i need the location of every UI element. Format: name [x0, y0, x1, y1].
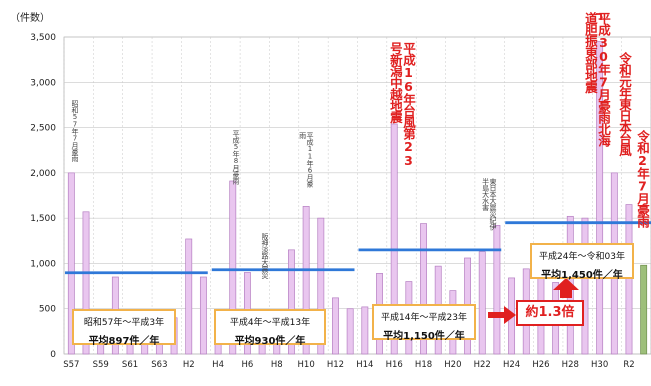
bar-h18: [420, 223, 427, 355]
y-tick-label: 2,000: [30, 169, 56, 179]
y-tick-label: 500: [39, 305, 56, 315]
average-value: 平均1,150件／年: [383, 331, 465, 342]
bar-h12: [332, 297, 339, 355]
average-period: 平成4年～平成13年: [229, 318, 311, 328]
x-tick-label: S59: [93, 360, 109, 370]
average-value: 平均897件／年: [88, 336, 160, 347]
x-tick-label: H8: [271, 360, 283, 370]
x-tick-label: R2: [623, 360, 634, 370]
x-tick-label: H14: [356, 360, 373, 370]
average-box-3: 平成14年～平成23年 平均1,150件／年: [372, 304, 476, 342]
x-tick-label: H18: [415, 360, 432, 370]
bar-h3: [199, 276, 207, 355]
bar-h16: [390, 123, 398, 355]
y-tick-label: 1,000: [30, 259, 56, 269]
average-box-4: 平成24年～令和03年 平均1,450件／年: [530, 243, 634, 281]
x-tick-label: H24: [503, 360, 520, 370]
y-tick-label: 2,500: [30, 124, 56, 134]
annotation-h30: 平成30年7月豪雨北海道胆振東部地震: [582, 12, 611, 146]
x-tick-label: H10: [298, 360, 315, 370]
y-axis-unit-label: （件数）: [10, 13, 50, 24]
annotation-h5: 平成5年8月豪雨: [232, 130, 240, 184]
x-tick-label: H4: [212, 360, 224, 370]
bar-r3: [640, 264, 648, 355]
bar-h11: [317, 217, 325, 355]
average-period: 平成14年～平成23年: [381, 313, 467, 323]
y-tick-label: 0: [50, 350, 56, 360]
annotation-r1: 令和元年東日本台風: [617, 52, 632, 156]
h30-bracket: [596, 13, 602, 20]
average-value: 平均1,450件／年: [541, 270, 623, 281]
y-tick-label: 1,500: [30, 214, 56, 224]
annotation-r2: 令和2年7月豪雨: [635, 130, 650, 227]
bar-h2: [185, 238, 193, 355]
bar-h10: [302, 206, 310, 355]
average-period: 昭和57年～平成3年: [83, 318, 165, 328]
ratio-arrow-right: [488, 306, 516, 324]
x-tick-label: H30: [591, 360, 608, 370]
bar-h14: [361, 306, 369, 355]
x-tick-label: H2: [183, 360, 195, 370]
annotation-s57: 昭和57年7月豪雨: [71, 100, 79, 162]
average-value: 平均930件／年: [234, 336, 306, 347]
x-tick-label: H28: [562, 360, 579, 370]
bar-h30: [596, 41, 604, 355]
x-tick-label: H6: [242, 360, 254, 370]
annotation-hanshin: 阪神淡路大震災: [261, 233, 269, 279]
x-tick-label: H22: [474, 360, 491, 370]
bar-h5: [229, 180, 237, 355]
bar-h22: [478, 251, 486, 355]
average-box-1: 昭和57年～平成3年 平均897件／年: [72, 309, 176, 347]
bar-h23: [493, 225, 501, 355]
x-tick-label: H26: [532, 360, 549, 370]
x-tick-label: H12: [327, 360, 344, 370]
y-tick-label: 3,000: [30, 78, 56, 88]
annotation-h11: 平成11年6月豪雨: [298, 132, 314, 187]
y-tick-label: 3,500: [30, 33, 56, 43]
bar-r2: [625, 204, 633, 355]
bar-h13: [346, 308, 354, 355]
average-box-2: 平成4年～平成13年 平均930件／年: [214, 309, 326, 347]
increase-ratio-label: 約1.3倍: [516, 300, 584, 326]
annotation-h16: 平成16年台風第23号新潟中越地震: [387, 42, 416, 167]
average-period: 平成24年～令和03年: [539, 252, 625, 262]
bar-s58: [82, 211, 90, 355]
x-tick-label: S57: [63, 360, 79, 370]
x-tick-label: S61: [122, 360, 138, 370]
x-tick-label: H16: [386, 360, 403, 370]
bar-h9: [288, 249, 295, 355]
annotation-h23: 東日本大震災紀伊半島大水害: [481, 178, 497, 230]
bar-s57: [67, 172, 75, 355]
bar-h29: [581, 217, 589, 355]
ratio-arrow-up: [553, 278, 579, 298]
x-tick-label: H20: [444, 360, 461, 370]
x-tick-label: S63: [151, 360, 167, 370]
